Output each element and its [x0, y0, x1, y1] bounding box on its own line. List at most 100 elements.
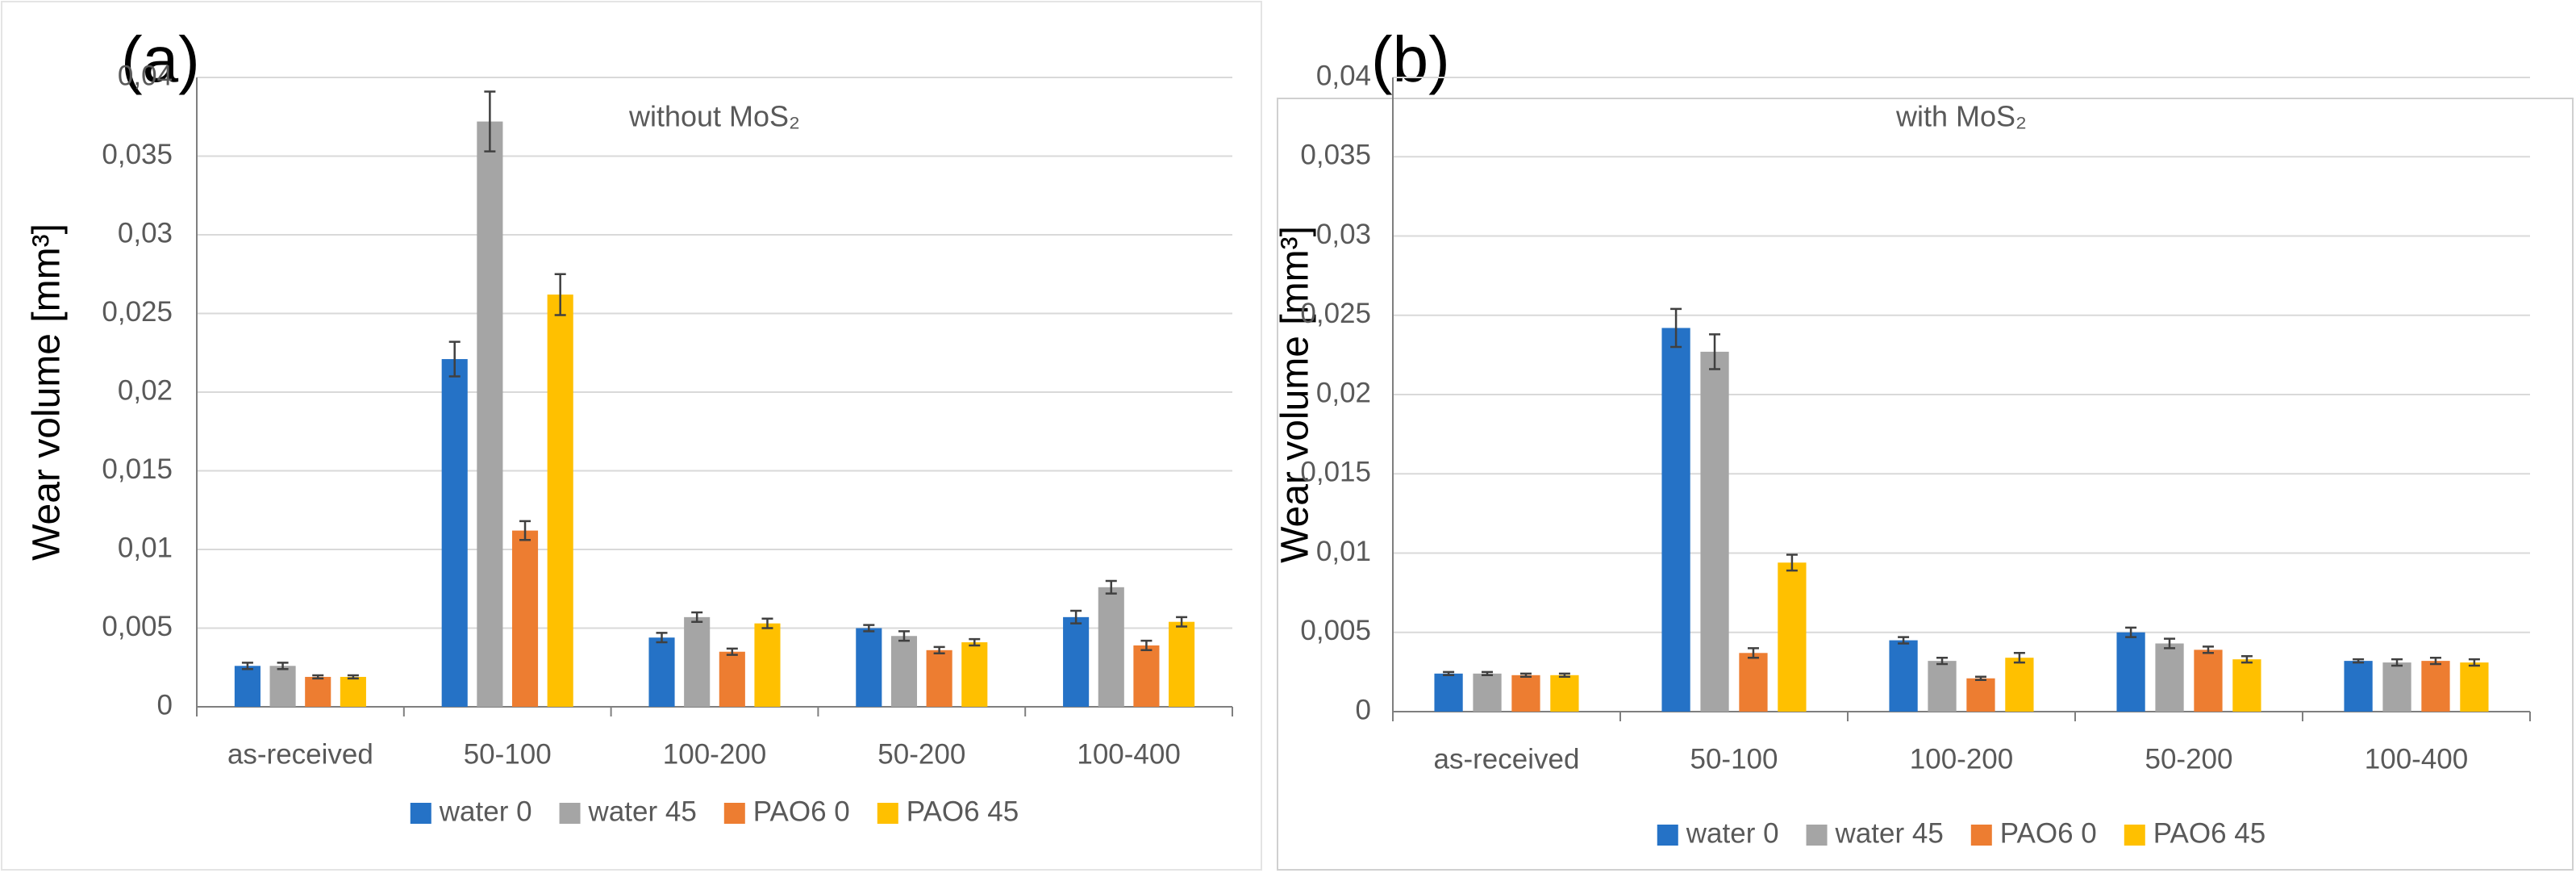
legend-swatch [1970, 825, 1992, 846]
legend-swatch [1657, 825, 1678, 846]
y-tick-label: 0,035 [1300, 140, 1371, 171]
error-bar [2125, 626, 2137, 638]
y-tick-label: 0,03 [1316, 219, 1371, 250]
y-tick-label: 0,035 [102, 139, 173, 170]
y-axis-label: Wear volume [mm³] [26, 223, 69, 561]
error-bar [554, 273, 566, 316]
x-tick-label: as-received [1434, 743, 1580, 775]
x-tick-label: 100-400 [1077, 738, 1180, 770]
bar [1473, 673, 1502, 712]
error-bar [519, 520, 531, 541]
bar [1169, 621, 1195, 707]
error-bar [2202, 645, 2214, 654]
error-bar [1070, 609, 1082, 624]
legend-label: water 45 [588, 796, 697, 827]
error-bar [347, 674, 359, 680]
error-bar [1709, 333, 1721, 370]
bar [2460, 662, 2489, 712]
y-tick-label: 0,025 [1300, 298, 1371, 329]
error-bar [969, 637, 981, 647]
error-bar [863, 624, 875, 633]
legend-swatch [2124, 825, 2145, 846]
y-tick-label: 0 [1356, 694, 1371, 725]
bar [2005, 658, 2034, 712]
legend-swatch [410, 803, 431, 824]
legend-swatch [559, 803, 581, 824]
bar [1511, 675, 1540, 712]
error-bar [1176, 616, 1188, 628]
bar [648, 637, 675, 707]
bar [1700, 351, 1729, 712]
error-bar [1482, 670, 1494, 677]
error-bar [1936, 656, 1949, 666]
x-tick-label: 100-200 [663, 738, 766, 770]
bar [2232, 659, 2261, 712]
error-bar [1443, 670, 1455, 677]
legend-label: PAO6 0 [753, 796, 850, 827]
y-tick-label: 0 [157, 689, 173, 721]
bar [477, 121, 503, 708]
legend-label: PAO6 0 [2000, 817, 2097, 849]
legend-swatch [723, 803, 745, 824]
error-bar [2353, 658, 2365, 664]
legend-label: PAO6 45 [907, 796, 1019, 827]
y-tick-label: 0,03 [118, 217, 173, 249]
bar [926, 650, 952, 707]
bar [547, 294, 573, 707]
bar [1550, 675, 1579, 712]
panel-frame [1, 1, 1262, 871]
bar [2421, 661, 2450, 712]
chart-title: with MoS₂ [1895, 100, 2027, 133]
x-tick-label: 100-200 [1910, 743, 2013, 775]
error-bar [691, 611, 703, 623]
error-bar [312, 674, 324, 680]
error-bar [2240, 654, 2253, 664]
error-bar [898, 630, 910, 642]
x-tick-label: 50-100 [1690, 743, 1778, 775]
bar [1434, 673, 1463, 712]
panel-label: (b) [1371, 23, 1450, 95]
error-bar [726, 647, 738, 656]
y-tick-label: 0,04 [1316, 60, 1371, 91]
error-bar [1786, 553, 1798, 572]
x-tick-label: 100-400 [2365, 743, 2468, 775]
bar [234, 666, 261, 707]
panel-label: (a) [121, 23, 200, 95]
error-bar [2429, 656, 2441, 666]
error-bar [448, 340, 461, 378]
bar [1133, 645, 1160, 707]
error-bar [2468, 658, 2480, 667]
legend-label: water 45 [1835, 817, 1944, 849]
bar [1063, 616, 1090, 707]
bar [2344, 661, 2373, 712]
y-tick-label: 0,005 [1300, 615, 1371, 646]
bar [684, 616, 711, 707]
chart-title: without MoS₂ [628, 100, 800, 133]
bar [1098, 587, 1124, 707]
legend-label: water 0 [1686, 817, 1779, 849]
bar [961, 642, 988, 707]
bar [269, 666, 296, 707]
error-bar [2391, 658, 2403, 667]
y-tick-label: 0,015 [102, 453, 173, 485]
y-tick-label: 0,015 [1300, 457, 1371, 488]
bar [511, 530, 539, 707]
bar [856, 628, 882, 707]
error-bar [1670, 307, 1682, 349]
y-tick-label: 0,005 [102, 611, 173, 642]
error-bar [1974, 675, 1986, 681]
bar [1889, 640, 1918, 712]
y-tick-label: 0,02 [1316, 377, 1371, 408]
y-tick-label: 0,01 [1316, 536, 1371, 567]
error-bar [2164, 637, 2176, 650]
bar [1661, 328, 1690, 712]
x-tick-label: 50-100 [464, 738, 552, 770]
error-bar [484, 90, 496, 152]
bar [754, 623, 781, 707]
bar [1739, 653, 1768, 712]
y-axis-label: Wear volume [mm³] [1274, 226, 1317, 563]
bar [890, 636, 918, 707]
legend-swatch [1806, 825, 1828, 846]
error-bar [2013, 652, 2025, 664]
